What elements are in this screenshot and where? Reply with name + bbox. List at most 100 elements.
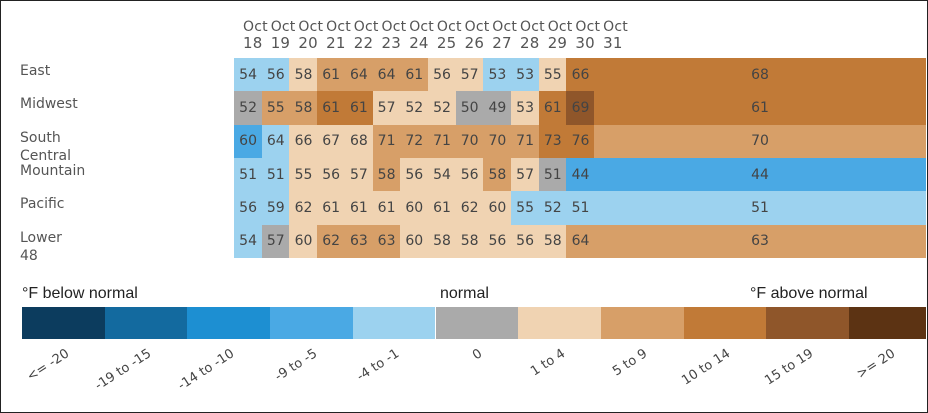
heatmap-cell: 66 — [566, 58, 595, 92]
day-label-day: 21 — [326, 34, 346, 52]
heatmap-cell: 58 — [427, 224, 457, 259]
day-label-month: Oct — [603, 19, 628, 35]
heatmap-cell: 70 — [455, 124, 484, 159]
heatmap-cell: 56 — [511, 224, 540, 259]
day-label: Oct 29 — [548, 19, 578, 51]
heatmap-cell: 51 — [566, 191, 595, 225]
heatmap-cell: 63 — [344, 224, 373, 259]
heatmap-cell: 55 — [538, 58, 567, 92]
day-label-month: Oct — [243, 19, 268, 35]
legend-above-label: °F above normal — [750, 285, 868, 302]
region-label: East — [20, 63, 51, 79]
heatmap-cell: 61 — [594, 91, 926, 126]
heatmap-cell: 63 — [594, 224, 926, 259]
heatmap-cell: 58 — [455, 224, 484, 259]
day-label-month: Oct — [520, 19, 545, 35]
heatmap-cell: 54 — [234, 224, 263, 259]
heatmap-cell: 56 — [317, 157, 346, 192]
day-label: Oct 18 — [243, 19, 273, 51]
heatmap-cell: 70 — [483, 124, 512, 159]
heatmap-cell: 71 — [511, 124, 540, 159]
day-label: Oct 26 — [465, 19, 495, 51]
heatmap-cell: 63 — [372, 224, 401, 259]
heatmap-cell: 71 — [372, 124, 401, 159]
heatmap-cell: 61 — [372, 191, 401, 225]
heatmap-cell: 69 — [566, 91, 595, 126]
heatmap-cell: 62 — [317, 224, 346, 259]
heatmap-cell: 60 — [483, 191, 512, 225]
heatmap-cell: 44 — [566, 157, 595, 192]
day-label-day: 26 — [464, 34, 485, 52]
day-label: Oct 23 — [382, 19, 412, 51]
heatmap-cell: 49 — [483, 91, 512, 126]
heatmap-cell: 64 — [261, 124, 290, 159]
heatmap-cell: 56 — [455, 157, 484, 192]
legend-swatch — [187, 307, 271, 339]
heatmap-cell: 64 — [344, 58, 373, 92]
heatmap-cell: 44 — [594, 157, 926, 192]
heatmap-cell: 51 — [234, 157, 263, 192]
day-label-day: 24 — [409, 34, 429, 52]
day-label: Oct 24 — [409, 19, 439, 51]
heatmap-cell: 71 — [427, 124, 457, 159]
legend-swatch — [600, 307, 684, 339]
heatmap-cell: 51 — [538, 157, 567, 192]
day-label-month: Oct — [436, 19, 462, 35]
day-label-month: Oct — [270, 19, 296, 35]
heatmap-cell: 57 — [455, 58, 484, 92]
heatmap-cell: 56 — [234, 191, 263, 225]
heatmap-cell: 53 — [483, 58, 512, 92]
region-label: South Central — [20, 129, 71, 164]
day-label-day: 30 — [575, 34, 595, 52]
heatmap-cell: 54 — [427, 157, 457, 192]
heatmap-cell: 76 — [566, 124, 595, 159]
heatmap-cell: 61 — [344, 91, 373, 126]
heatmap-cell: 60 — [400, 191, 429, 225]
heatmap-cell: 64 — [372, 58, 401, 92]
day-label-day: 29 — [547, 34, 568, 52]
day-label-day: 25 — [436, 34, 457, 52]
day-label: Oct 20 — [298, 19, 328, 51]
legend-swatch — [683, 307, 767, 339]
heatmap-cell: 60 — [400, 224, 429, 259]
heatmap-cell: 55 — [511, 191, 540, 225]
heatmap-cell: 61 — [317, 58, 346, 92]
heatmap-cell: 52 — [234, 91, 263, 126]
legend-swatch — [766, 307, 849, 339]
day-label-month: Oct — [492, 19, 518, 35]
region-label: Midwest — [20, 96, 78, 113]
heatmap-cell: 57 — [511, 157, 540, 192]
legend-swatch — [518, 307, 601, 339]
heatmap-cell: 52 — [427, 91, 457, 126]
heatmap-cell: 53 — [511, 58, 540, 92]
day-label-month: Oct — [464, 19, 490, 35]
day-label: Oct 25 — [437, 19, 467, 51]
heatmap-cell: 60 — [234, 124, 263, 159]
day-label: Oct 19 — [271, 19, 301, 51]
region-label: Mountain — [20, 162, 86, 179]
day-label-month: Oct — [353, 19, 379, 35]
legend-swatch — [849, 307, 926, 339]
heatmap-cell: 57 — [372, 91, 401, 126]
heatmap-cell: 56 — [261, 58, 290, 92]
heatmap-cell: 59 — [261, 191, 290, 225]
day-label: Oct 22 — [354, 19, 384, 51]
heatmap-cell: 61 — [344, 191, 373, 225]
heatmap-cell: 50 — [455, 91, 484, 126]
region-label: Lower 48 — [20, 229, 62, 264]
day-label-day: 23 — [381, 34, 401, 52]
heatmap-cell: 58 — [289, 58, 318, 92]
legend-swatch — [270, 307, 353, 339]
day-label: Oct 30 — [575, 19, 605, 51]
heatmap-cell: 61 — [317, 191, 346, 225]
day-label-day: 18 — [243, 34, 263, 52]
day-label-day: 19 — [270, 34, 291, 52]
heatmap-cell: 53 — [511, 91, 540, 126]
heatmap-cell: 55 — [261, 91, 290, 126]
heatmap-cell: 67 — [317, 124, 346, 159]
heatmap-cell: 51 — [261, 157, 290, 192]
heatmap-cell: 58 — [538, 224, 567, 259]
heatmap-cell: 68 — [344, 124, 373, 159]
day-label: Oct 21 — [326, 19, 356, 51]
day-label-month: Oct — [575, 19, 601, 35]
